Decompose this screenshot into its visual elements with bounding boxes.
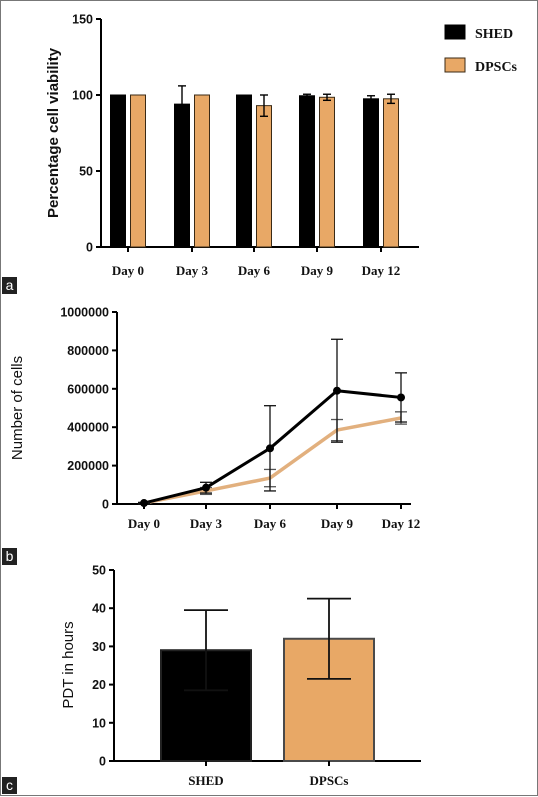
legend-swatch-shed — [444, 24, 466, 40]
y-axis-title: PDT in hours — [60, 621, 77, 708]
y-axis-title: Percentage cell viability — [45, 47, 62, 218]
point-shed-day-3 — [202, 483, 210, 492]
x-tick-label: DPSCs — [309, 773, 348, 788]
y-tick-label: 400000 — [67, 421, 109, 435]
bar-dpscs-day-3 — [194, 94, 210, 248]
x-tick-label: Day 9 — [301, 263, 334, 278]
panel-label-b: b — [2, 548, 17, 565]
y-tick-label: 0 — [99, 755, 106, 769]
x-tick-label: SHED — [188, 773, 223, 788]
y-axis-title: Number of cells — [9, 356, 26, 460]
panel-label-a: a — [2, 277, 17, 294]
y-tick-label: 10 — [92, 716, 106, 730]
chart-b-cell-count: 0 200000 400000 600000 800000 1000000 Number o… — [9, 306, 420, 532]
legend-swatch-dpscs — [444, 57, 466, 73]
x-tick-label: Day 6 — [254, 516, 287, 531]
x-tick-label: Day 3 — [176, 263, 209, 278]
y-tick-label: 50 — [79, 165, 93, 179]
y-tick-label: 200000 — [67, 459, 109, 473]
legend-label-shed: SHED — [475, 27, 513, 42]
series-line-dpscs — [143, 416, 402, 505]
y-tick-label: 600000 — [67, 382, 109, 396]
y-tick-label: 50 — [92, 564, 106, 578]
bar-shed-day-6 — [236, 94, 252, 248]
x-tick-label: Day 0 — [128, 516, 160, 531]
y-tick-label: 1000000 — [60, 306, 109, 320]
bar-dpscs-day-9 — [319, 96, 335, 248]
x-tick-label: Day 12 — [382, 516, 421, 531]
x-tick-label: Day 6 — [238, 263, 271, 278]
x-tick-label: Day 9 — [321, 516, 354, 531]
legend: SHED DPSCs — [444, 24, 518, 75]
bar-dpscs-day-0 — [130, 94, 146, 248]
x-tick-label: Day 3 — [190, 516, 223, 531]
point-shed-day-6 — [266, 444, 274, 453]
y-tick-label: 30 — [92, 640, 106, 654]
legend-label-dpscs: DPSCs — [475, 60, 518, 75]
point-shed-day-0 — [140, 499, 148, 508]
bar-dpscs-day-12 — [383, 98, 399, 248]
bar-shed-day-0 — [110, 94, 126, 248]
bar-dpscs-day-6 — [256, 105, 272, 248]
panel-label-c: c — [2, 777, 17, 794]
x-tick-label: Day 12 — [362, 263, 401, 278]
y-tick-label: 0 — [86, 241, 93, 255]
y-tick-label: 100 — [72, 89, 93, 103]
chart-c-pdt: 0 10 20 30 40 50 PDT in hours SHED DPSCs — [60, 564, 421, 788]
y-tick-label: 20 — [92, 678, 106, 692]
y-tick-label: 150 — [72, 13, 93, 27]
bar-shed-day-9 — [299, 95, 315, 248]
y-tick-label: 40 — [92, 602, 106, 616]
chart-a-viability: 0 50 100 150 Percentage cell viability Day 0 D… — [45, 13, 518, 279]
y-tick-label: 800000 — [67, 344, 109, 358]
bar-shed-day-12 — [363, 98, 379, 248]
x-tick-label: Day 0 — [112, 263, 144, 278]
point-shed-day-9 — [333, 386, 341, 395]
y-tick-label: 0 — [102, 498, 109, 512]
point-shed-day-12 — [397, 393, 405, 402]
bar-shed-day-3 — [174, 103, 190, 248]
